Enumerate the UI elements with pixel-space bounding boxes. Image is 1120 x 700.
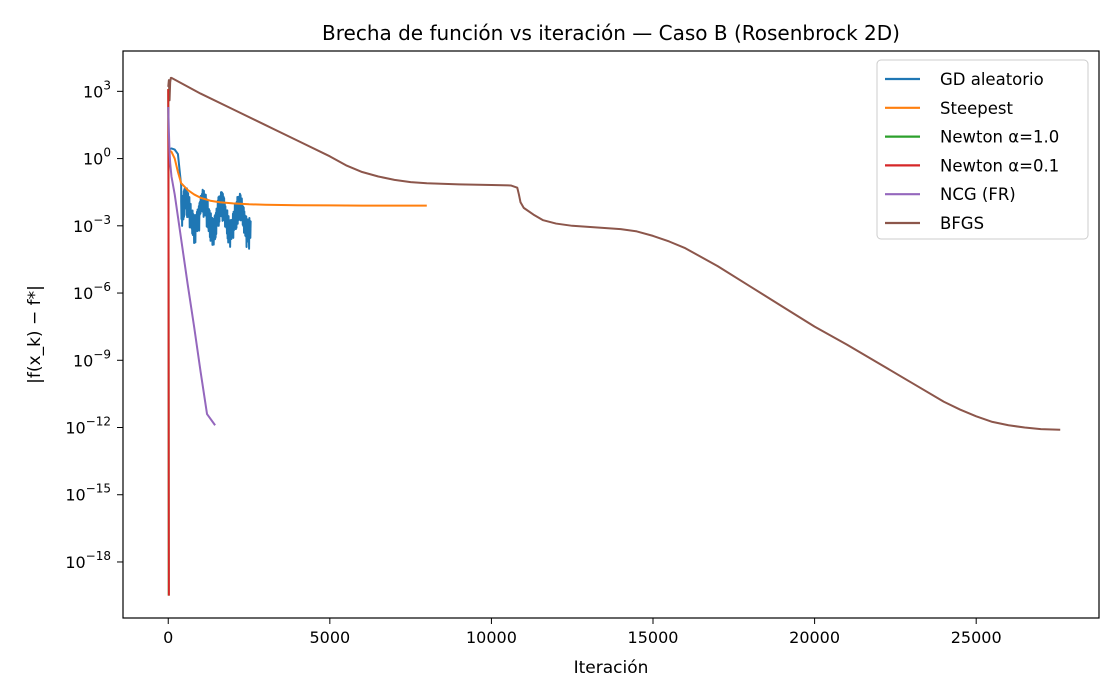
series-layer bbox=[167, 76, 1061, 596]
y-tick-label: 10−18 bbox=[65, 549, 111, 572]
y-axis-label: |f(x_k) − f*| bbox=[25, 285, 45, 384]
series-line bbox=[167, 148, 427, 207]
legend-label: BFGS bbox=[940, 214, 984, 233]
x-tick-label: 15000 bbox=[628, 628, 679, 647]
legend-box bbox=[876, 59, 1089, 240]
ticks-layer: 0 5000 10000 15000 20000 25000 103 100 10−3 10−6 1… bbox=[65, 78, 1001, 647]
axes-frame bbox=[122, 50, 1100, 619]
legend-label: NCG (FR) bbox=[940, 185, 1016, 204]
x-tick-label: 10000 bbox=[466, 628, 517, 647]
x-tick-label: 5000 bbox=[309, 628, 350, 647]
y-tick-label: 100 bbox=[83, 146, 111, 169]
legend-label: Newton α=1.0 bbox=[940, 128, 1059, 147]
legend: GD aleatorio Steepest Newton α=1.0 Newton α… bbox=[876, 59, 1089, 240]
series-line bbox=[167, 147, 252, 250]
chart-title: Brecha de función vs iteración — Caso B … bbox=[322, 21, 900, 45]
x-tick-label: 25000 bbox=[951, 628, 1002, 647]
series-line bbox=[167, 76, 1061, 431]
y-tick-label: 10−9 bbox=[73, 347, 111, 370]
y-tick-label: 10−15 bbox=[65, 482, 111, 505]
series-line bbox=[167, 89, 170, 596]
legend-label: GD aleatorio bbox=[940, 70, 1044, 89]
x-tick-label: 0 bbox=[163, 628, 173, 647]
y-tick-label: 103 bbox=[83, 78, 111, 101]
legend-label: Newton α=0.1 bbox=[940, 156, 1059, 175]
y-axis-label-text: |f(x_k) − f*| bbox=[25, 285, 45, 384]
y-tick-label: 10−6 bbox=[73, 280, 111, 303]
y-tick-label: 10−12 bbox=[65, 415, 111, 438]
y-tick-label: 10−3 bbox=[73, 213, 111, 236]
legend-label: Steepest bbox=[940, 99, 1013, 118]
x-axis-label: Iteración bbox=[574, 658, 649, 678]
series-line bbox=[167, 107, 216, 426]
x-tick-label: 20000 bbox=[789, 628, 840, 647]
